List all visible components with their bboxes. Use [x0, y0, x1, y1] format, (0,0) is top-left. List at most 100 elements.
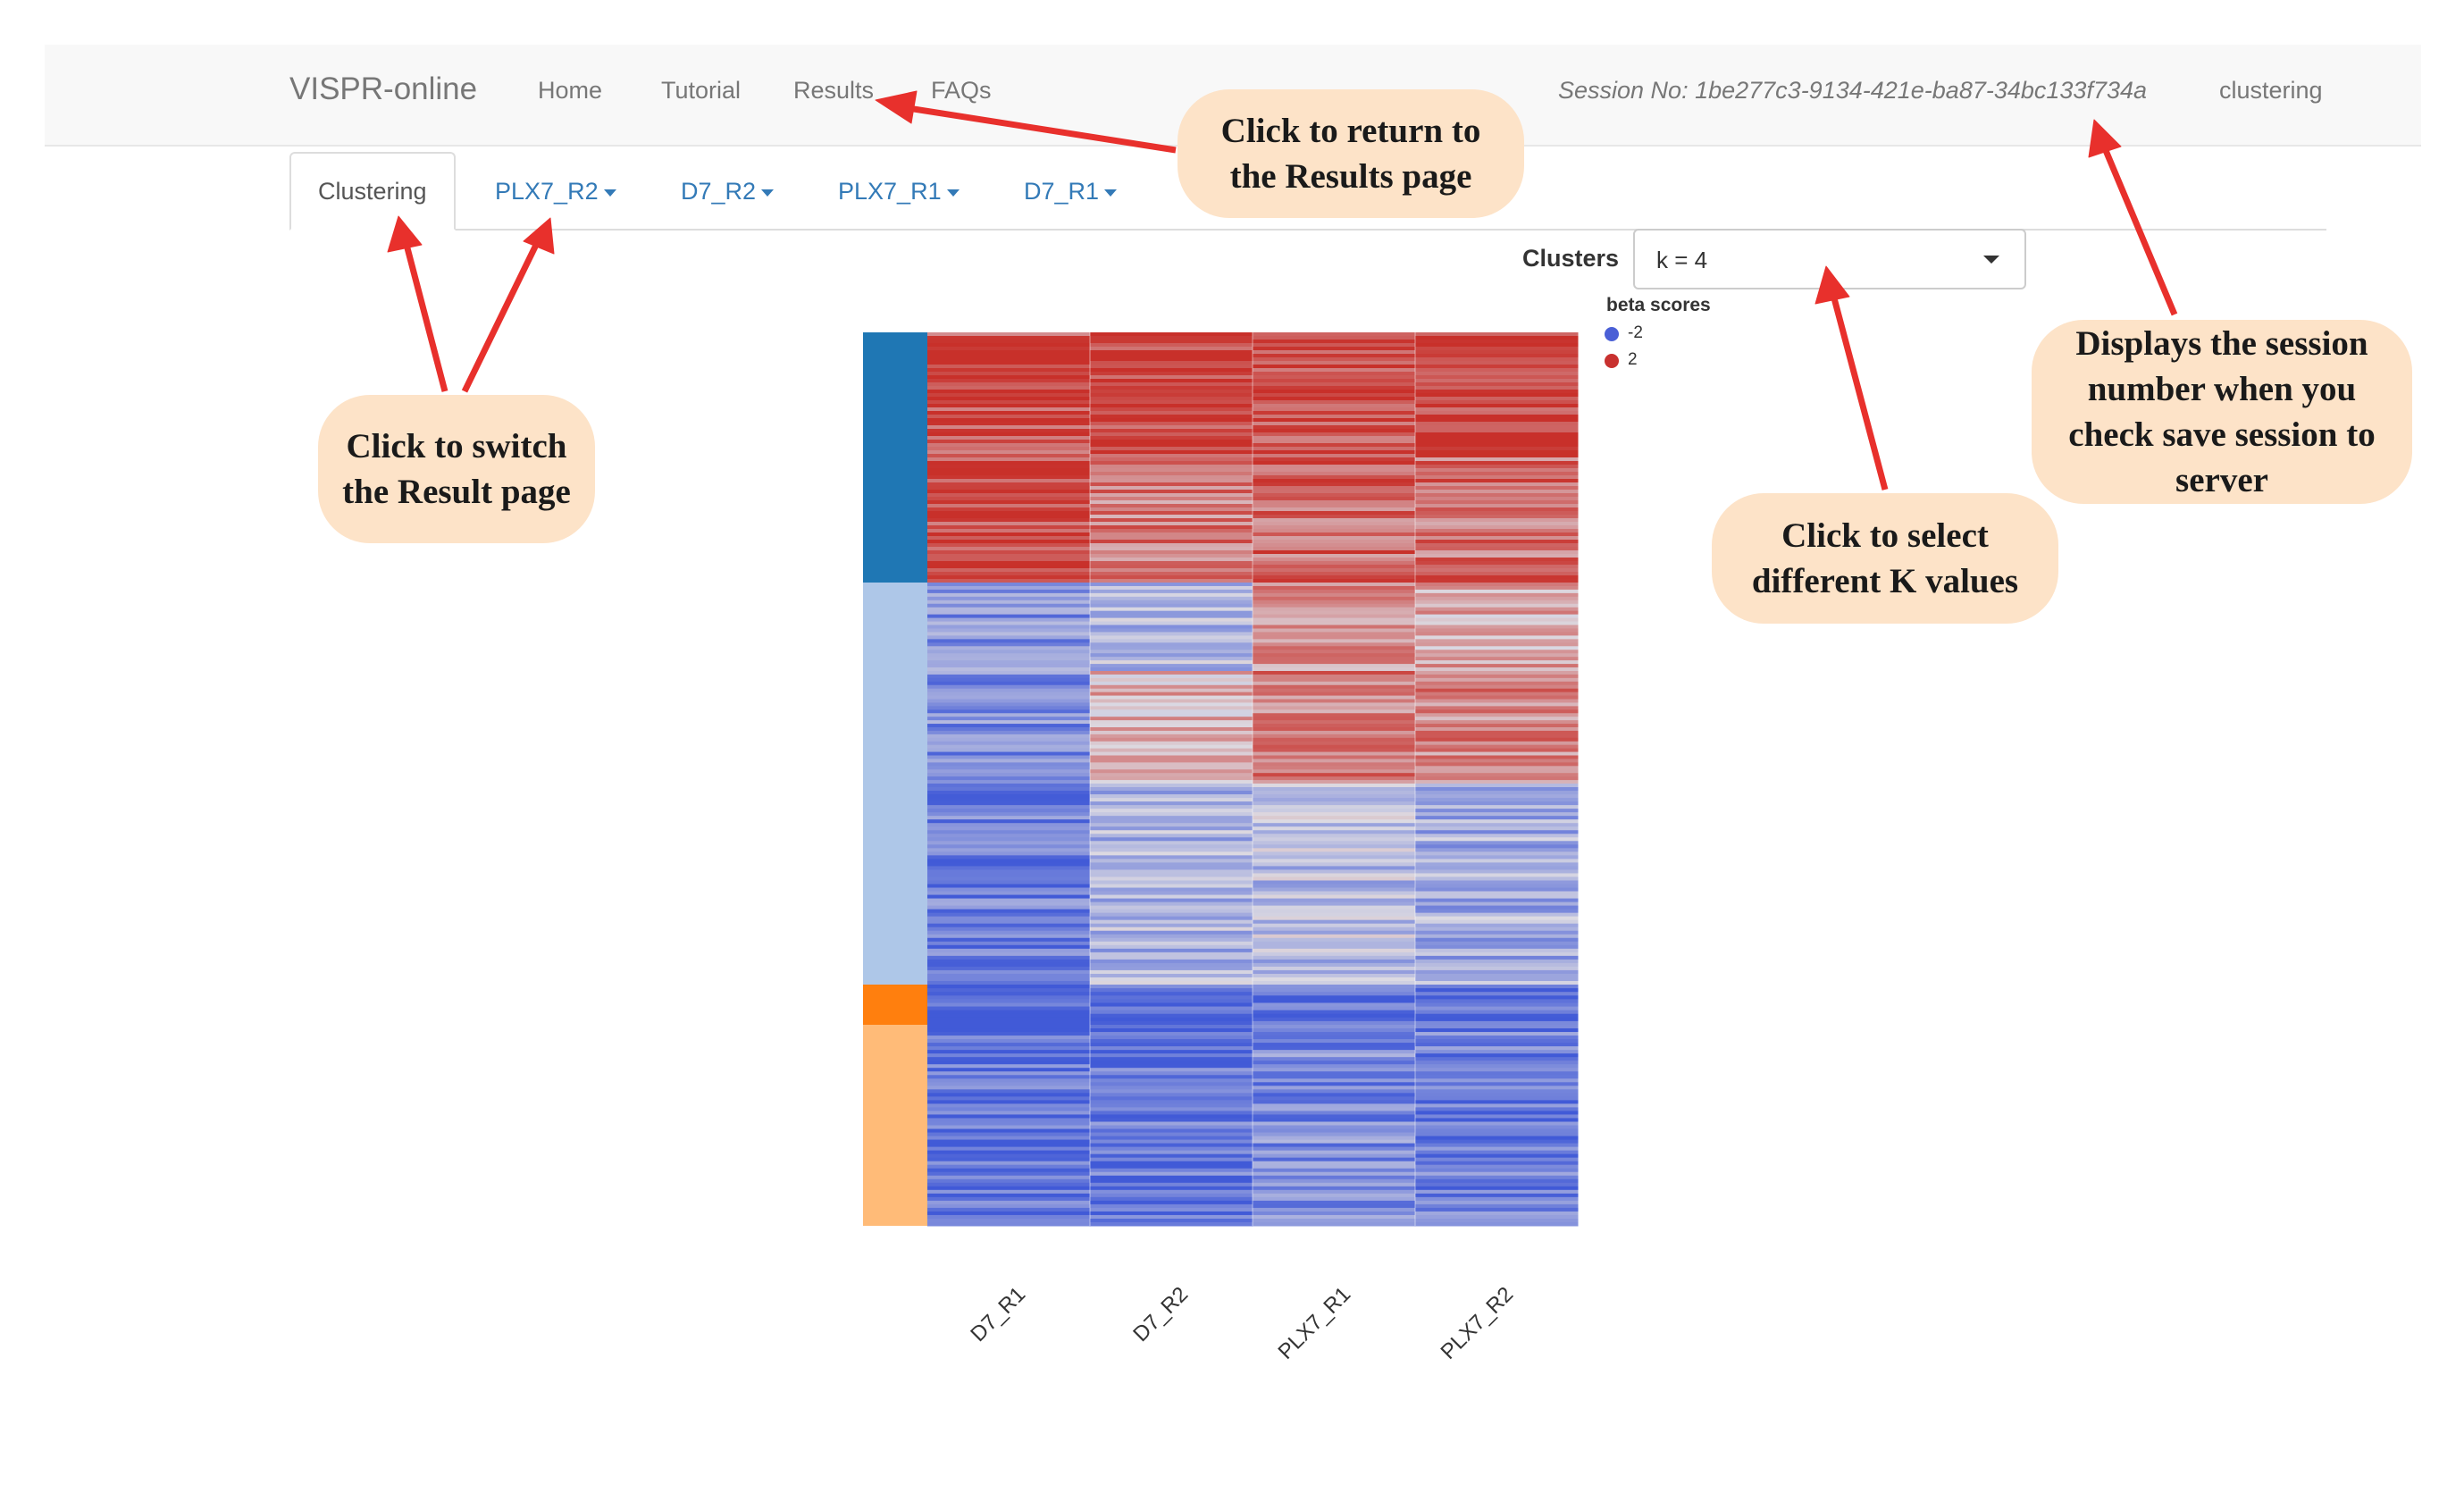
heatmap-cell	[1415, 511, 1579, 516]
heatmap-cell	[1253, 515, 1416, 519]
heatmap-cell	[1415, 543, 1579, 548]
heatmap-cell	[1090, 677, 1253, 683]
heatmap-cell	[1090, 472, 1253, 476]
heatmap-cell	[1090, 751, 1253, 756]
heatmap-cell	[927, 674, 1091, 679]
heatmap-cell	[1415, 823, 1579, 827]
cluster-bar-1	[863, 332, 927, 583]
heatmap-cell	[1090, 748, 1253, 753]
heatmap-cell	[927, 1132, 1091, 1137]
heatmap-cell	[1415, 851, 1579, 856]
heatmap-cell	[1415, 565, 1579, 569]
tab-clustering[interactable]: Clustering	[289, 152, 456, 231]
heatmap-cell	[927, 472, 1091, 476]
heatmap-cell	[1415, 1143, 1579, 1148]
heatmap-cell	[1415, 468, 1579, 473]
heatmap-cell	[1090, 500, 1253, 505]
heatmap-cell	[927, 368, 1091, 373]
heatmap-cell	[927, 511, 1091, 516]
heatmap-cell	[1253, 386, 1416, 390]
heatmap-cell	[1253, 504, 1416, 508]
tab-d7-r1[interactable]: D7_R1	[1024, 154, 1118, 229]
heatmap-cell	[927, 941, 1091, 946]
heatmap-cell	[1090, 650, 1253, 654]
heatmap-cell	[927, 379, 1091, 383]
heatmap-cell	[1090, 592, 1253, 598]
heatmap-cell	[1253, 429, 1416, 433]
heatmap-cell	[1090, 404, 1253, 408]
heatmap-cell	[1090, 518, 1253, 523]
heatmap-cell	[1415, 515, 1579, 519]
heatmap-cell	[1253, 962, 1416, 968]
tab-label: PLX7_R2	[495, 178, 599, 205]
heatmap-cell	[1253, 1075, 1416, 1079]
heatmap-cell	[927, 819, 1091, 824]
heatmap-cell	[1253, 977, 1416, 982]
heatmap-cell	[927, 985, 1091, 989]
heatmap-cell	[927, 628, 1091, 633]
heatmap-cell	[927, 894, 1091, 900]
brand-logo[interactable]: VISPR-online	[289, 71, 478, 106]
heatmap-cell	[1415, 614, 1579, 619]
heatmap-cell	[1415, 769, 1579, 774]
heatmap-cell	[1415, 365, 1579, 369]
clusters-select[interactable]: k = 4	[1633, 229, 2026, 289]
heatmap-cell	[1253, 543, 1416, 548]
heatmap-cell	[1090, 873, 1253, 877]
heatmap-cell	[1415, 1211, 1579, 1216]
heatmap-cell	[1090, 769, 1253, 774]
heatmap-cell	[1415, 934, 1579, 939]
tab-d7-r2[interactable]: D7_R2	[681, 154, 775, 229]
heatmap-cell	[1415, 1082, 1579, 1086]
heatmap-cell	[1253, 585, 1416, 591]
heatmap-cell	[1415, 422, 1579, 426]
heatmap-cell	[1415, 429, 1579, 433]
tab-plx7-r1[interactable]: PLX7_R1	[838, 154, 960, 229]
heatmap-cell	[1253, 1082, 1416, 1086]
heatmap-cell	[1415, 762, 1579, 767]
heatmap-cell	[927, 515, 1091, 519]
heatmap-cell	[1415, 1118, 1579, 1122]
heatmap-cell	[1253, 730, 1416, 735]
heatmap-cell	[1253, 1153, 1416, 1159]
heatmap-cell	[927, 873, 1091, 877]
heatmap-cell	[1090, 386, 1253, 390]
nav-home-link[interactable]: Home	[538, 77, 603, 104]
nav-results-link[interactable]: Results	[793, 77, 875, 104]
heatmap-cell	[927, 1214, 1091, 1220]
heatmap-cell	[1253, 724, 1416, 728]
heatmap-cell	[1090, 812, 1253, 817]
heatmap-cell	[1415, 1221, 1579, 1227]
heatmap-cell	[1415, 724, 1579, 728]
heatmap-cell	[927, 1036, 1091, 1040]
heatmap-cell	[927, 382, 1091, 387]
heatmap-cell	[1253, 859, 1416, 863]
heatmap-cell	[1415, 415, 1579, 419]
heatmap-cell	[1090, 941, 1253, 946]
heatmap-cell	[1415, 540, 1579, 544]
heatmap-cell	[927, 660, 1091, 665]
cluster-bar-4	[863, 1025, 927, 1226]
heatmap-cell	[927, 436, 1091, 440]
heatmap-cell	[1090, 568, 1253, 573]
callout-switch: Click to switch the Result page	[318, 395, 595, 543]
heatmap-cell	[1090, 461, 1253, 465]
heatmap-cell	[1415, 941, 1579, 946]
heatmap-cell	[927, 1150, 1091, 1155]
heatmap-cell	[927, 681, 1091, 686]
heatmap-cell	[1415, 1013, 1579, 1019]
heatmap-cell	[1253, 635, 1416, 640]
tab-plx7-r2[interactable]: PLX7_R2	[495, 154, 616, 229]
heatmap-cell	[927, 962, 1091, 968]
caret-down-icon	[1104, 189, 1118, 197]
heatmap-cell	[927, 418, 1091, 423]
heatmap-cell	[927, 350, 1091, 355]
nav-faqs-link[interactable]: FAQs	[931, 77, 992, 104]
heatmap-cell	[927, 572, 1091, 576]
heatmap-cell	[927, 354, 1091, 358]
heatmap-cell	[1415, 773, 1579, 777]
heatmap-cell	[1253, 579, 1416, 583]
heatmap-cell	[1253, 497, 1416, 501]
nav-tutorial-link[interactable]: Tutorial	[661, 77, 742, 104]
heatmap-cell	[927, 372, 1091, 376]
